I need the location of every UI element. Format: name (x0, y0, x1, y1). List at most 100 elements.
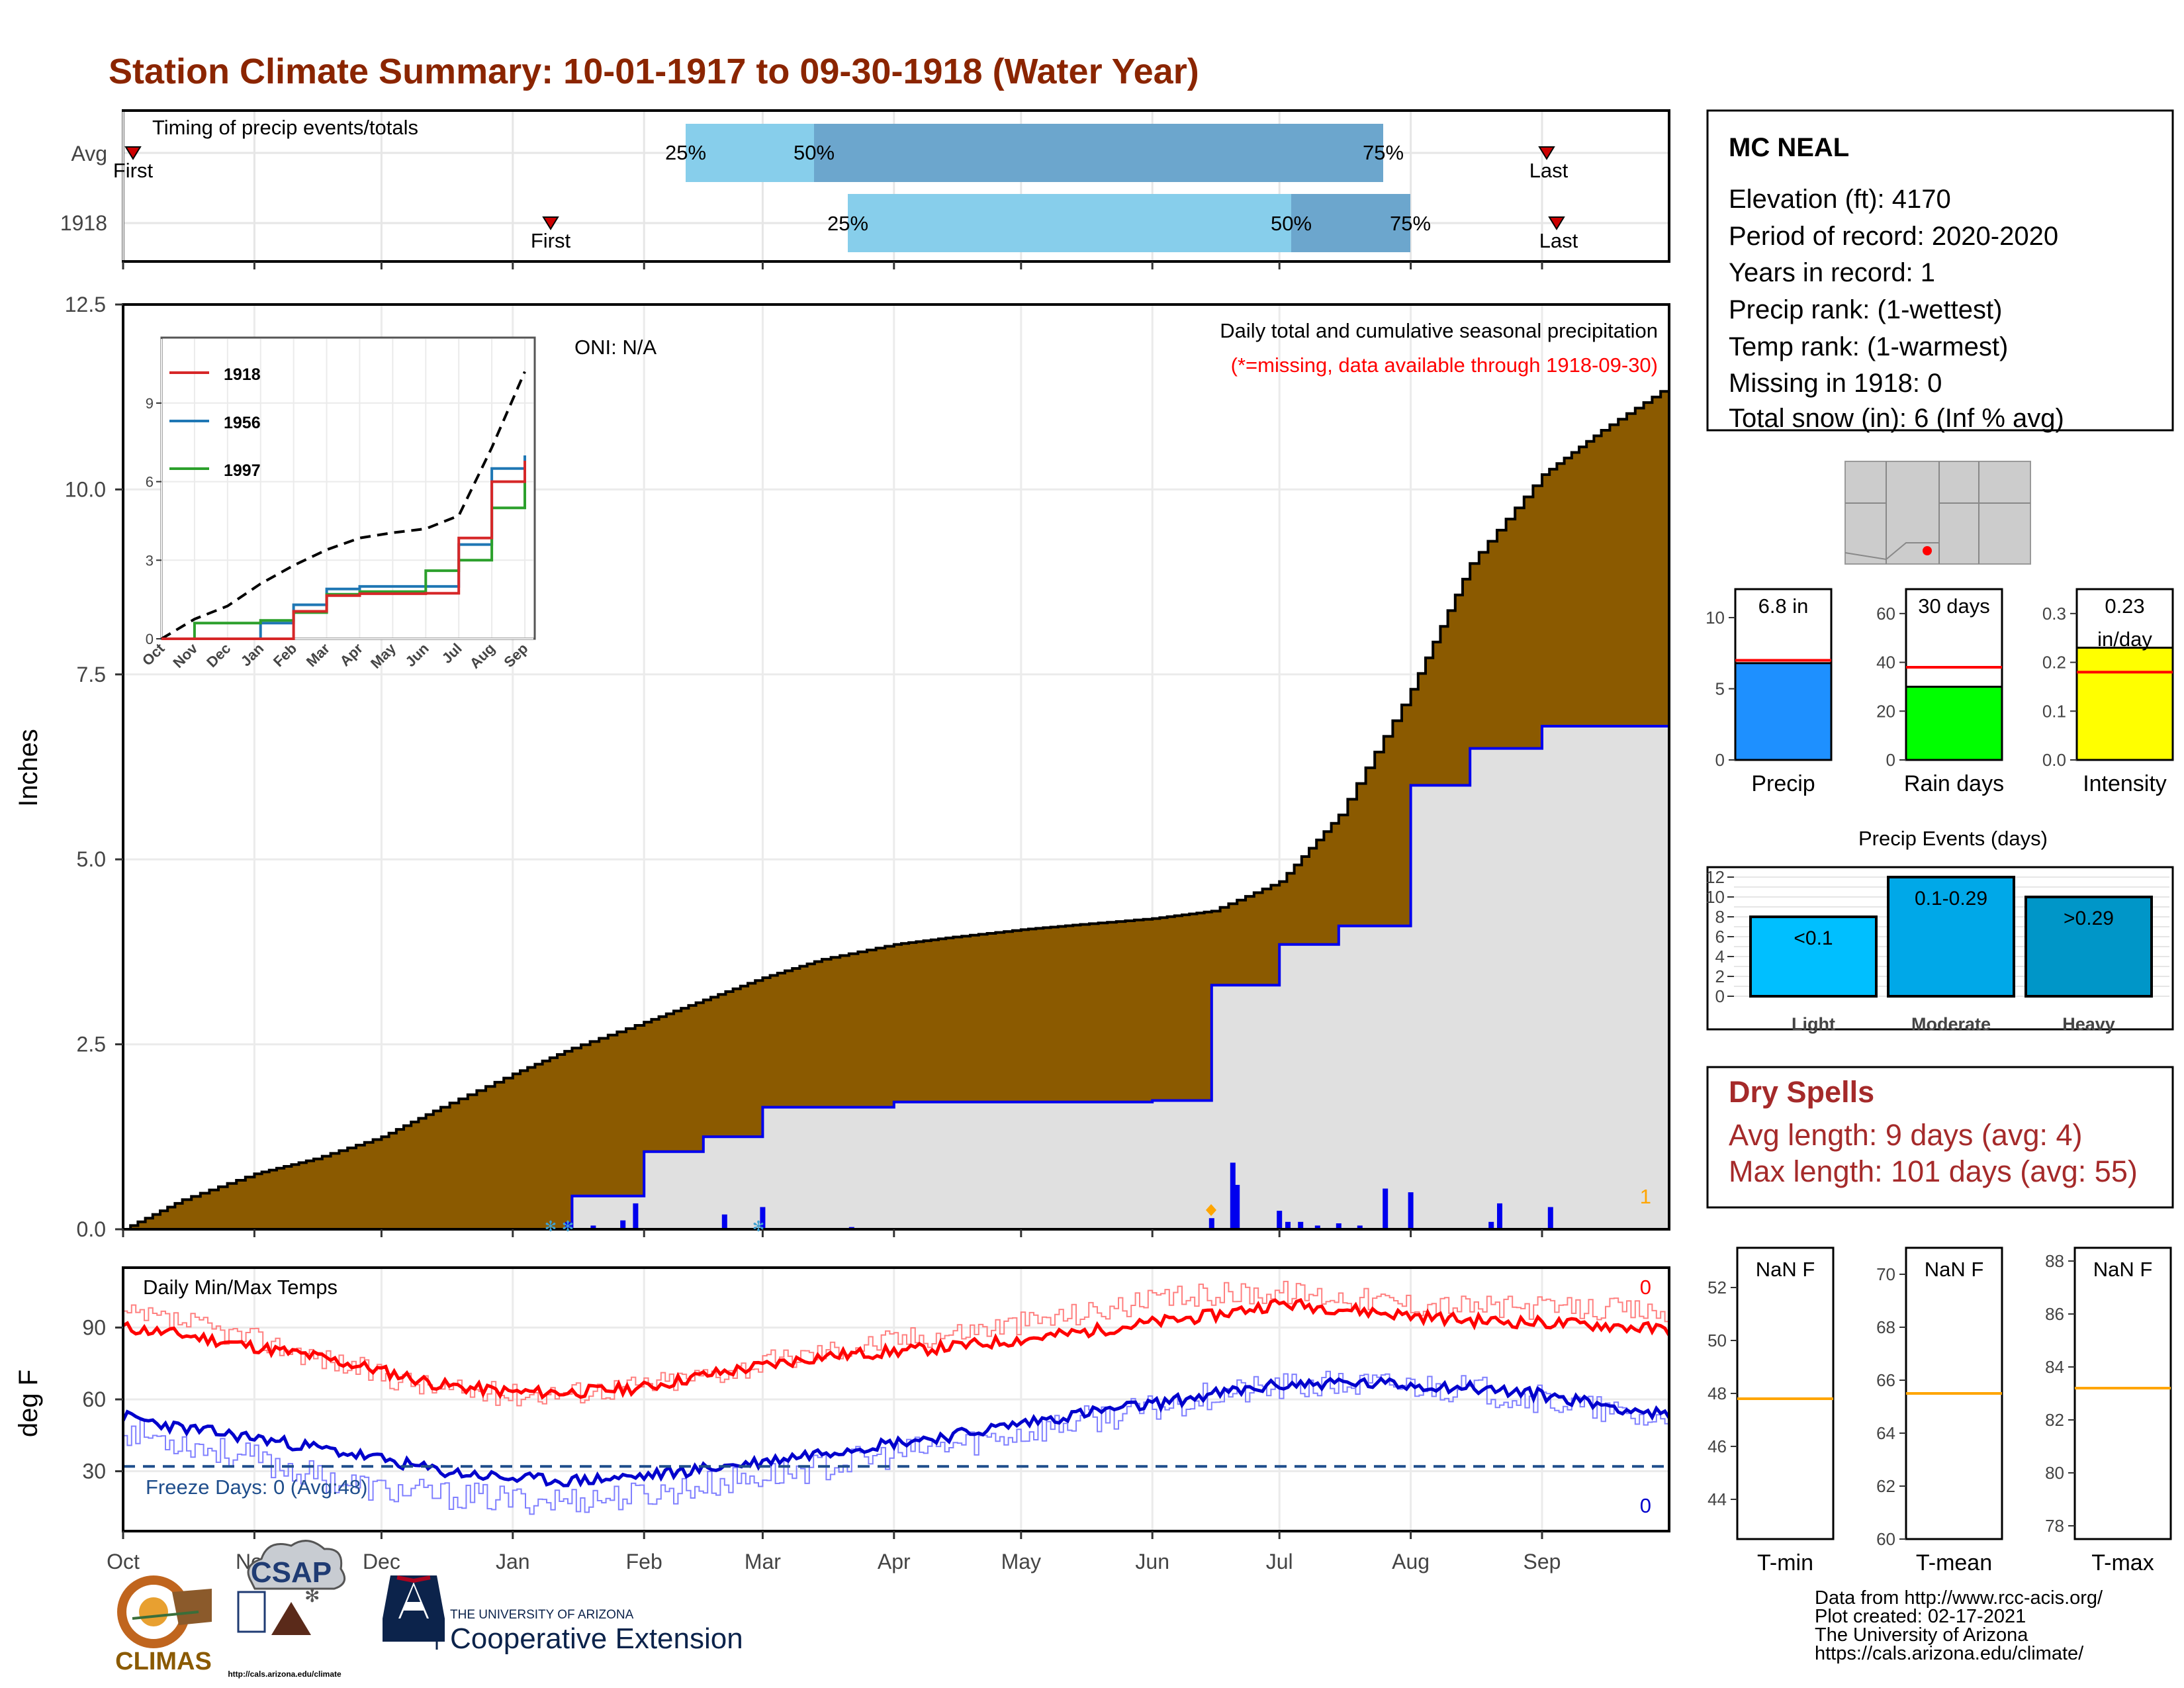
station-info-line: Years in record: 1 (1729, 258, 1935, 287)
summary-bars: 6.8 in 0 5 10 Precip 30 days 0 20 40 60 Rain days 0… (1706, 588, 2174, 796)
temp-summary-tick-label: 80 (2045, 1463, 2064, 1483)
missing-note: (*=missing, data available through 1918-… (1231, 353, 1658, 377)
precip-y-tick-label: 10.0 (65, 477, 106, 501)
x-tick-label: Dec (363, 1550, 400, 1573)
inset-y-tick-label: 0 (146, 631, 154, 647)
dry-spells-avg: Avg length: 9 days (avg: 4) (1729, 1118, 2083, 1152)
precip-y-axis-label: Inches (14, 729, 43, 807)
precip-event-bar (1887, 876, 2015, 998)
summary-bar (1734, 662, 1833, 761)
temp-y-tick-label: 60 (82, 1387, 106, 1411)
precip-event-bar-label: 0.1-0.29 (1915, 888, 1987, 910)
ua-logo-bottom: Cooperative Extension (450, 1622, 743, 1655)
temp-summary-tick-label: 50 (1707, 1331, 1727, 1350)
timing-avg-q25-label: 25% (665, 141, 706, 164)
temp-summary-tick-label: 68 (1876, 1317, 1895, 1337)
summary-tick-label: 0.2 (2042, 653, 2066, 673)
events-tick-label: 8 (1715, 907, 1725, 927)
temp-summary-value: NaN F (2093, 1258, 2153, 1281)
precip-event-bar (1749, 915, 1878, 998)
inset-legend-1956: 1956 (224, 414, 261, 432)
summary-bar-value: 30 days (1918, 594, 1990, 618)
timing-1918-q75-label: 75% (1390, 212, 1431, 235)
timing-1918-q50-q75-bar (1291, 194, 1410, 252)
temp-summary-tick-label: 82 (2045, 1410, 2064, 1430)
daily-precip-bar (1298, 1221, 1304, 1229)
footer-line: The University of Arizona (1815, 1624, 2028, 1646)
precip-y-tick-label: 12.5 (65, 293, 106, 316)
daily-precip-bar (1208, 1218, 1214, 1229)
precip-y-tick-label: 7.5 (77, 663, 106, 686)
temp-summary-frame (2073, 1246, 2172, 1540)
dry-spells-title: Dry Spells (1729, 1075, 1874, 1109)
temp-summary-label: T-max (2091, 1550, 2154, 1575)
station-info-line: Precip rank: (1-wettest) (1729, 295, 2002, 324)
x-tick-label: Mar (745, 1550, 781, 1573)
daily-precip-bar (1547, 1207, 1553, 1229)
summary-bar-value: in/day (2097, 628, 2152, 651)
summary-bar-label: Precip (1751, 771, 1815, 796)
freeze-days-text: Freeze Days: 0 (Avg:48) (146, 1476, 367, 1499)
daily-precip-bar (1277, 1211, 1283, 1229)
station-info-box: MC NEAL Elevation (ft): 4170 Period of r… (1706, 109, 2174, 433)
x-tick-label: Sep (1524, 1550, 1561, 1573)
summary-tick-label: 0.1 (2042, 701, 2066, 721)
precip-events-panel: Precip Events (days) <0.1 Light 0.1-0.29 Mo… (1706, 827, 2174, 1034)
daily-precip-bar (721, 1214, 727, 1229)
timing-row-avg-label: Avg (71, 142, 107, 165)
precip-event-category: Light (1792, 1014, 1835, 1034)
timing-avg-last-label: Last (1529, 159, 1569, 182)
timing-1918-first-label: First (531, 229, 571, 252)
timing-avg-q75-label: 75% (1363, 141, 1404, 164)
precip-event-category: Heavy (2062, 1014, 2115, 1034)
daily-precip-bar (1234, 1184, 1240, 1229)
snow-flake-icon: ✻ (562, 1218, 574, 1235)
precip-event-bar (2025, 896, 2153, 998)
oni-label: ONI: N/A (574, 336, 657, 359)
csap-url: http://cals.arizona.edu/climate (228, 1669, 341, 1679)
snow-flake-icon: ✻ (304, 1585, 320, 1606)
summary-tick-label: 5 (1715, 679, 1725, 699)
daily-precip-bar (565, 1221, 570, 1229)
station-location-map (1844, 461, 2031, 565)
temp-summary-frame (1736, 1246, 1835, 1540)
inset-legend-1918: 1918 (224, 365, 261, 384)
summary-tick-label: 0.0 (2042, 750, 2066, 770)
temp-summary-tick-label: 66 (1876, 1370, 1895, 1390)
climas-logo-text: CLIMAS (115, 1648, 212, 1675)
station-info-line: Period of record: 2020-2020 (1729, 222, 2058, 251)
map-state-boundaries (1845, 461, 2030, 564)
temp-summary-tick-label: 60 (1876, 1529, 1895, 1549)
temp-summary-value: NaN F (1756, 1258, 1815, 1281)
max-temp-line (122, 1297, 1671, 1400)
min-temp-count: 0 (1640, 1494, 1651, 1517)
summary-bar (2075, 646, 2174, 761)
daily-precip-bar (1357, 1225, 1363, 1229)
timing-avg-q50-q75-bar (814, 124, 1383, 182)
timing-1918-last-label: Last (1539, 229, 1578, 252)
x-tick-label: Jan (496, 1550, 530, 1573)
precip-y-tick-label: 0.0 (77, 1217, 106, 1241)
snow-flake-icon: ✻ (752, 1218, 764, 1235)
precip-event-bar-label: >0.29 (2064, 908, 2114, 929)
temp-panel-label: Daily Min/Max Temps (143, 1276, 338, 1299)
inset-y-tick-label: 9 (146, 395, 154, 412)
station-info-line: Elevation (ft): 4170 (1729, 185, 1951, 214)
snow-event-marker (1206, 1204, 1216, 1216)
x-tick-label: Jul (1266, 1550, 1293, 1573)
events-tick-label: 6 (1715, 927, 1725, 947)
temp-summary-tick-label: 88 (2045, 1251, 2064, 1271)
summary-tick-label: 20 (1876, 701, 1895, 721)
temp-summary-tick-label: 84 (2045, 1357, 2064, 1377)
precip-event-category: Moderate (1911, 1014, 1991, 1034)
daily-precip-bar (1230, 1162, 1236, 1229)
summary-tick-label: 10 (1706, 608, 1725, 628)
dry-spells-box: Dry Spells Avg length: 9 days (avg: 4) M… (1706, 1066, 2174, 1209)
summary-bar-label: Intensity (2083, 771, 2167, 796)
temp-summary-tick-label: 70 (1876, 1264, 1895, 1284)
daily-precip-bar (1383, 1188, 1388, 1229)
inset-1918-line (161, 461, 526, 640)
timing-1918-q50-label: 50% (1271, 212, 1312, 235)
precip-y-tick-label: 2.5 (77, 1033, 106, 1056)
